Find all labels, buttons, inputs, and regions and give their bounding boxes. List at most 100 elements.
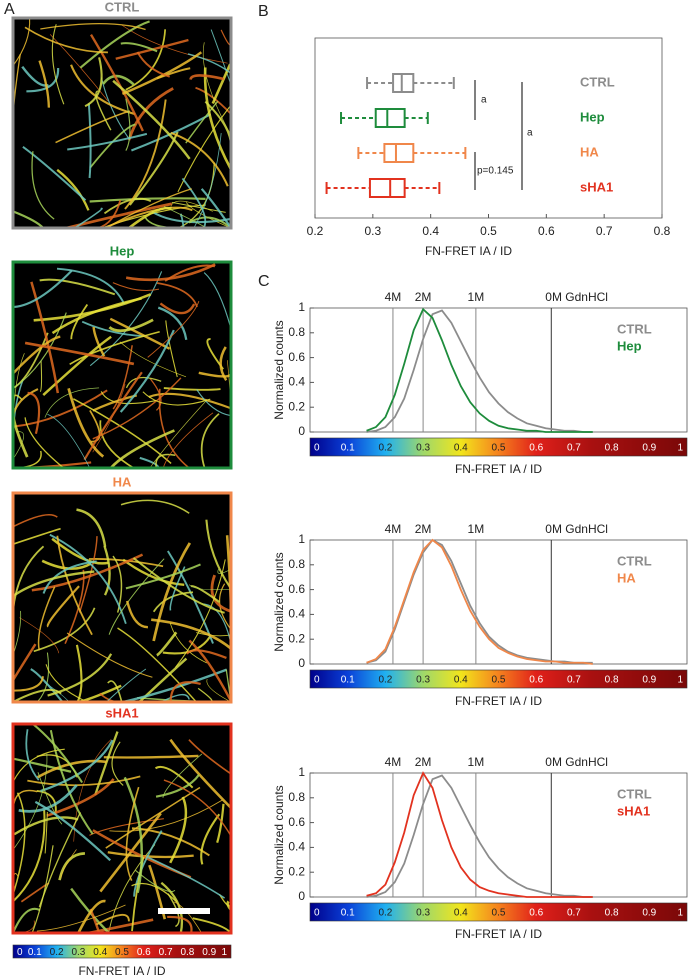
fiber [51, 24, 65, 105]
fiber [83, 371, 143, 461]
colorbar-tick-label: 0.1 [341, 443, 355, 454]
fiber [211, 63, 232, 105]
colorbar-tick-label: 0.9 [642, 908, 656, 919]
fiber [115, 38, 189, 60]
fiber [125, 786, 140, 881]
colorbar-tick-label: 1 [677, 443, 683, 454]
annotation: a [481, 95, 487, 106]
x-axis-label: FN-FRET IA / ID [455, 927, 542, 941]
y-tick-label: 0 [298, 424, 305, 438]
colorbar-tick-label: 0 [314, 443, 320, 454]
image-background [13, 724, 231, 933]
fiber [160, 881, 183, 934]
colorbar-tick-label: 0.3 [71, 947, 85, 958]
fiber [34, 800, 112, 862]
fiber [188, 639, 233, 702]
fiber [67, 132, 148, 151]
fiber [162, 412, 214, 469]
fiber [103, 197, 152, 215]
fiber [13, 816, 79, 836]
fiber [188, 584, 232, 591]
fiber [12, 570, 95, 598]
fiber [42, 560, 97, 594]
fiber [60, 849, 77, 879]
fiber [216, 803, 225, 843]
fiber [180, 213, 185, 229]
reference-label: 4M [385, 290, 402, 304]
fiber [44, 387, 100, 418]
colorbar-tick-label: 0.8 [180, 947, 194, 958]
colorbar [12, 944, 232, 959]
fiber [122, 558, 185, 587]
fiber [120, 42, 158, 53]
colorbar [309, 437, 688, 457]
x-tick-label: 0.5 [480, 224, 497, 238]
colorbar-tick-label: 0.6 [529, 908, 543, 919]
colorbar-tick-label: 0.4 [454, 443, 468, 454]
colorbar-tick-label: 0 [314, 908, 320, 919]
fiber [40, 739, 114, 793]
fiber [156, 282, 198, 308]
fiber [70, 303, 89, 340]
y-tick-label: 0.6 [288, 350, 305, 364]
x-tick-label: 0.7 [596, 224, 613, 238]
x-tick-label: 0.6 [538, 224, 555, 238]
fiber [47, 413, 91, 469]
legend-entry: CTRL [617, 321, 652, 336]
fiber [22, 145, 87, 201]
fiber [14, 757, 72, 773]
reference-label: 2M [415, 755, 432, 769]
fiber [125, 98, 131, 151]
micrograph [11, 262, 233, 470]
fiber [67, 388, 105, 458]
colorbar-tick-label: 0.5 [492, 908, 506, 919]
fiber [174, 559, 226, 668]
fiber [19, 617, 60, 654]
fiber [39, 360, 43, 393]
fiber [27, 391, 41, 434]
fiber [128, 206, 172, 230]
colorbar-tick-label: 0.1 [28, 947, 42, 958]
fiber [44, 811, 48, 854]
fiber [112, 282, 160, 292]
fiber [24, 341, 135, 366]
legend-entry: sHA1 [617, 803, 650, 818]
fiber [99, 420, 135, 469]
fiber [76, 508, 107, 547]
series-line [366, 774, 593, 898]
image-background [13, 262, 231, 468]
colorbar-tick-label: 0.6 [529, 443, 543, 454]
fiber [92, 326, 106, 357]
fiber [131, 882, 178, 903]
legend-entry: CTRL [617, 553, 652, 568]
fiber [152, 591, 194, 613]
image-title: CTRL [105, 0, 140, 14]
plot-frame [309, 539, 688, 665]
fiber [24, 26, 108, 54]
reference-label: 0M GdnHCl [545, 755, 608, 769]
colorbar-tick-label: 0.2 [378, 908, 392, 919]
fiber [178, 162, 215, 229]
image-title: Hep [110, 243, 135, 258]
fiber [112, 345, 133, 410]
y-tick-label: 0.8 [288, 790, 305, 804]
fiber [25, 729, 40, 781]
plot-frame [309, 772, 688, 898]
box [374, 108, 406, 128]
annotation: p=0.145 [477, 166, 514, 177]
fiber [161, 693, 190, 703]
colorbar-tick-label: 0.4 [93, 947, 107, 958]
y-tick-label: 0.4 [288, 840, 305, 854]
y-tick-label: 1 [298, 532, 305, 546]
colorbar-tick-label: 0.8 [605, 908, 619, 919]
y-axis-label: Normalized counts [272, 320, 286, 419]
fiber [73, 739, 112, 842]
fiber [95, 90, 112, 131]
fiber [37, 586, 56, 651]
fiber [202, 603, 232, 644]
fiber [69, 330, 160, 365]
fiber [162, 753, 203, 798]
colorbar-tick-label: 0.7 [159, 947, 173, 958]
colorbar-tick-label: 0.9 [642, 443, 656, 454]
fiber [147, 856, 226, 899]
